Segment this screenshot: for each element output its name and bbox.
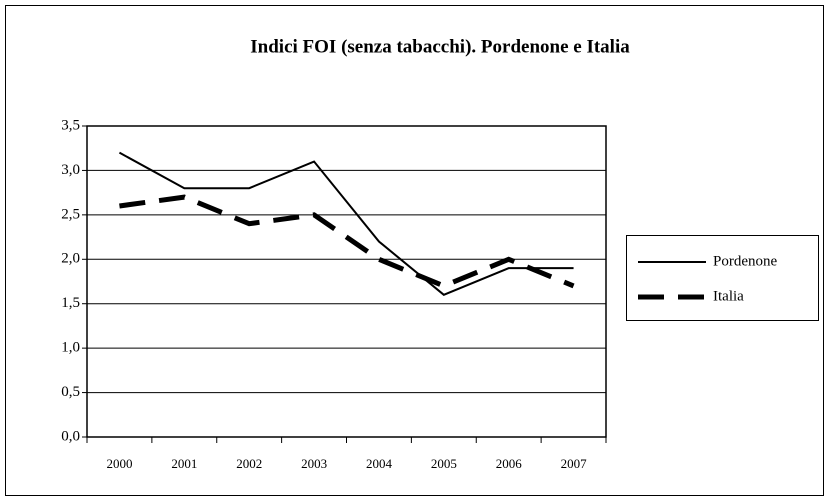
x-tick-label: 2001: [171, 456, 197, 471]
x-tick-label: 2002: [236, 456, 262, 471]
y-tick-label: 1,5: [61, 295, 80, 311]
legend-label: Pordenone: [713, 253, 777, 269]
x-tick-label: 2006: [496, 456, 523, 471]
y-tick-label: 3,5: [61, 117, 80, 133]
series-line: [118, 151, 574, 296]
legend-label: Italia: [713, 288, 744, 304]
chart-title: Indici FOI (senza tabacchi). Pordenone e…: [250, 36, 630, 57]
y-tick-label: 3,0: [61, 162, 80, 178]
series-line: [119, 194, 575, 289]
y-tick-label: 2,0: [61, 251, 80, 267]
x-tick-label: 2005: [431, 456, 457, 471]
x-tick-label: 2007: [561, 456, 588, 471]
y-tick-label: 2,5: [61, 206, 80, 222]
x-tick-label: 2004: [366, 456, 393, 471]
y-tick-label: 0,5: [61, 384, 80, 400]
legend: [626, 235, 819, 321]
y-tick-label: 0,0: [61, 428, 80, 444]
x-tick-label: 2003: [301, 456, 327, 471]
x-tick-label: 2000: [106, 456, 132, 471]
y-tick-label: 1,0: [61, 340, 80, 356]
plot-area: [86, 125, 607, 438]
